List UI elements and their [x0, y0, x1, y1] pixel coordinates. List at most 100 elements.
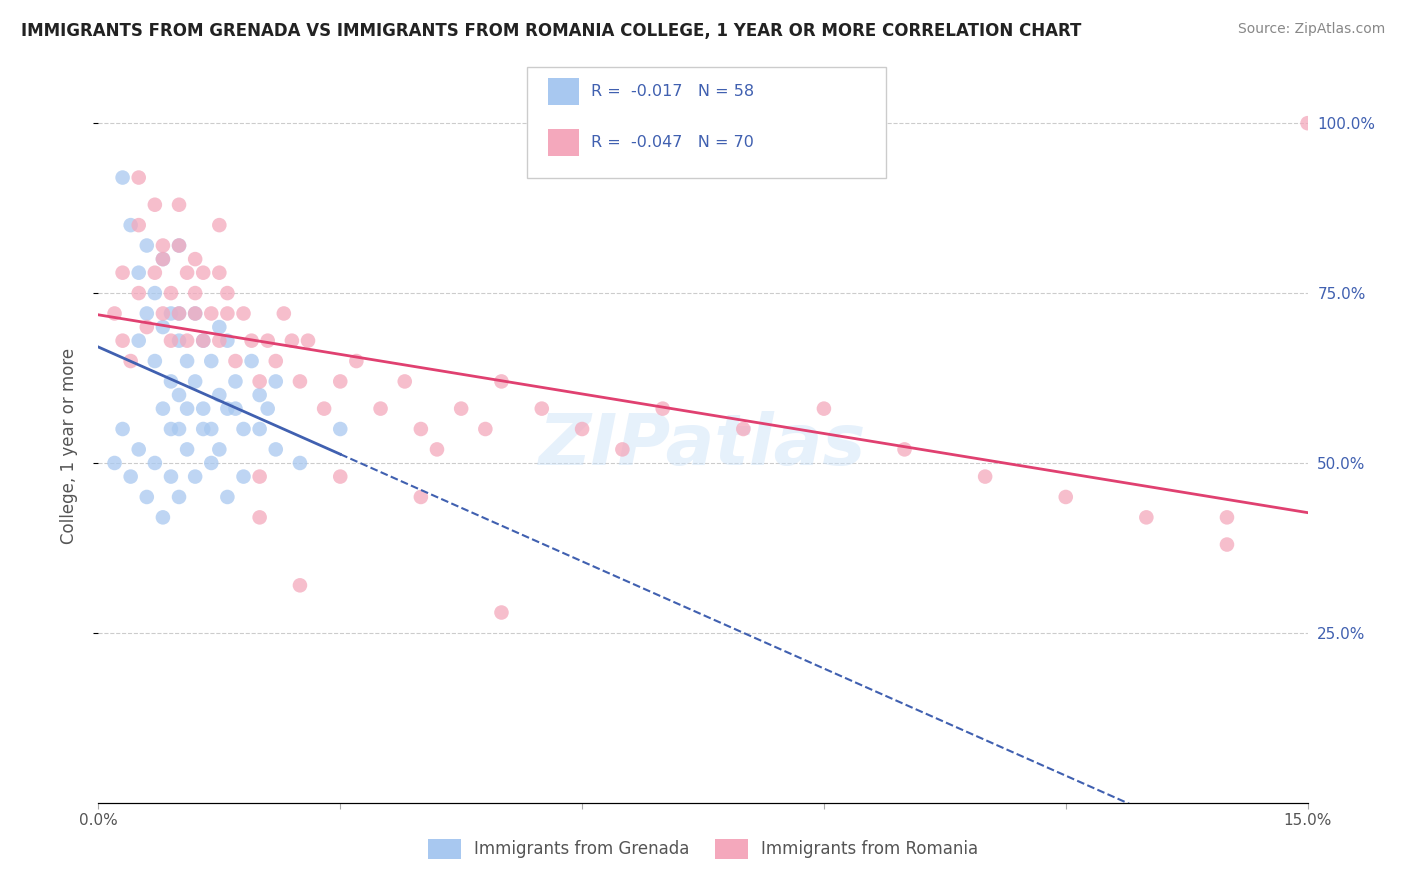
- Point: [344, 354, 367, 368]
- Point: [128, 266, 150, 280]
- Point: [281, 334, 304, 348]
- Point: [314, 401, 336, 416]
- Point: [208, 388, 231, 402]
- Point: [571, 422, 593, 436]
- Point: [128, 334, 150, 348]
- Point: [249, 375, 271, 389]
- Point: [193, 334, 215, 348]
- Point: [974, 469, 997, 483]
- Point: [152, 238, 174, 252]
- Point: [232, 306, 254, 320]
- Point: [167, 334, 190, 348]
- Point: [224, 375, 246, 389]
- Point: [232, 469, 254, 483]
- Point: [409, 490, 432, 504]
- Point: [184, 469, 207, 483]
- Point: [143, 198, 166, 212]
- Point: [249, 422, 271, 436]
- Point: [450, 401, 472, 416]
- Point: [152, 510, 174, 524]
- Point: [111, 170, 134, 185]
- Point: [264, 375, 287, 389]
- Text: IMMIGRANTS FROM GRENADA VS IMMIGRANTS FROM ROMANIA COLLEGE, 1 YEAR OR MORE CORRE: IMMIGRANTS FROM GRENADA VS IMMIGRANTS FR…: [21, 22, 1081, 40]
- Point: [128, 442, 150, 457]
- Point: [612, 442, 634, 457]
- Point: [160, 469, 183, 483]
- Point: [409, 422, 432, 436]
- Point: [111, 422, 134, 436]
- Point: [208, 218, 231, 232]
- Point: [176, 442, 198, 457]
- Point: [167, 490, 190, 504]
- Point: [217, 334, 239, 348]
- Point: [893, 442, 915, 457]
- Point: [160, 286, 183, 301]
- Point: [143, 266, 166, 280]
- Point: [152, 252, 174, 266]
- Point: [160, 422, 183, 436]
- Point: [329, 422, 352, 436]
- Point: [249, 388, 271, 402]
- Point: [264, 442, 287, 457]
- Point: [200, 354, 222, 368]
- Point: [167, 306, 190, 320]
- Point: [1216, 510, 1239, 524]
- Point: [394, 375, 416, 389]
- Point: [160, 375, 183, 389]
- Point: [167, 422, 190, 436]
- Point: [256, 401, 278, 416]
- Point: [1054, 490, 1077, 504]
- Point: [329, 375, 352, 389]
- Point: [208, 266, 231, 280]
- Point: [135, 306, 157, 320]
- Point: [143, 354, 166, 368]
- Point: [217, 306, 239, 320]
- Point: [176, 354, 198, 368]
- Point: [184, 306, 207, 320]
- Point: [1135, 510, 1157, 524]
- Point: [135, 238, 157, 252]
- Point: [152, 320, 174, 334]
- Text: ZIPatlas: ZIPatlas: [540, 411, 866, 481]
- Point: [176, 334, 198, 348]
- Point: [200, 456, 222, 470]
- Point: [193, 422, 215, 436]
- Point: [224, 401, 246, 416]
- Point: [208, 334, 231, 348]
- Point: [200, 422, 222, 436]
- Point: [273, 306, 295, 320]
- Point: [249, 510, 271, 524]
- Point: [288, 375, 311, 389]
- Point: [143, 286, 166, 301]
- Point: [329, 469, 352, 483]
- Point: [160, 334, 183, 348]
- Point: [167, 238, 190, 252]
- Point: [167, 388, 190, 402]
- Point: [167, 306, 190, 320]
- Text: R =  -0.047   N = 70: R = -0.047 N = 70: [591, 136, 754, 150]
- Point: [240, 354, 263, 368]
- Point: [370, 401, 392, 416]
- Point: [160, 306, 183, 320]
- Point: [200, 306, 222, 320]
- Point: [152, 306, 174, 320]
- Point: [249, 469, 271, 483]
- Point: [491, 375, 513, 389]
- Point: [208, 320, 231, 334]
- Point: [128, 218, 150, 232]
- Point: [128, 170, 150, 185]
- Point: [297, 334, 319, 348]
- Legend: Immigrants from Grenada, Immigrants from Romania: Immigrants from Grenada, Immigrants from…: [420, 832, 986, 866]
- Point: [217, 401, 239, 416]
- Point: [426, 442, 449, 457]
- Point: [128, 286, 150, 301]
- Point: [288, 456, 311, 470]
- Point: [167, 238, 190, 252]
- Point: [167, 198, 190, 212]
- Point: [491, 606, 513, 620]
- Point: [530, 401, 553, 416]
- Point: [120, 354, 142, 368]
- Point: [256, 334, 278, 348]
- Point: [135, 320, 157, 334]
- Point: [143, 456, 166, 470]
